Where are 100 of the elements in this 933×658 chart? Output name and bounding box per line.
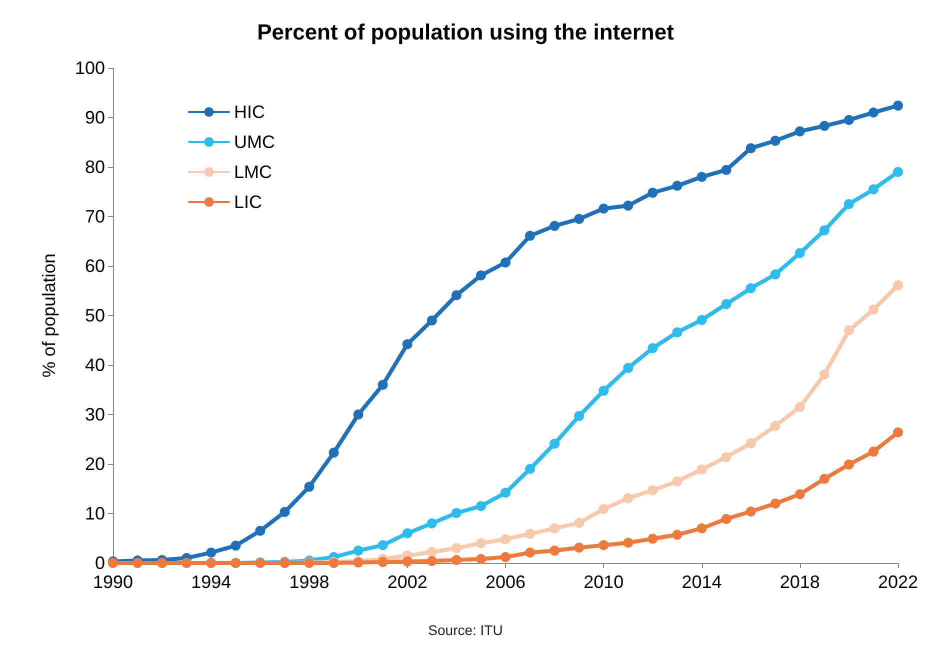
y-tick-label: 100 [74, 58, 105, 78]
point [696, 464, 707, 474]
point [206, 548, 216, 558]
point [623, 493, 634, 504]
point [328, 448, 339, 458]
point [819, 369, 830, 380]
point [844, 459, 854, 470]
legend-label: LMC [234, 162, 272, 182]
point [696, 172, 707, 182]
point [746, 283, 756, 294]
point [794, 248, 805, 258]
point [426, 556, 437, 566]
point [794, 402, 805, 412]
point [721, 299, 732, 310]
point [402, 528, 412, 538]
point [550, 523, 560, 534]
point [819, 120, 830, 131]
x-tick-label: 2006 [485, 572, 526, 592]
point [844, 114, 854, 125]
point [794, 126, 805, 136]
x-tick-label: 1994 [191, 572, 232, 592]
point [476, 538, 486, 548]
point [426, 315, 437, 326]
point [476, 270, 486, 280]
point [500, 552, 510, 562]
point [844, 325, 854, 336]
point [893, 100, 903, 111]
point [574, 214, 584, 224]
point [402, 339, 412, 350]
point [525, 230, 536, 241]
point [844, 199, 854, 210]
point [550, 438, 560, 449]
point [623, 362, 634, 373]
point [672, 180, 682, 191]
point [770, 269, 780, 280]
point [451, 543, 462, 554]
point [255, 526, 266, 536]
y-tick-label: 20 [84, 454, 105, 474]
legend-label: UMC [234, 132, 275, 152]
point [451, 555, 462, 566]
point [672, 327, 682, 338]
point [426, 518, 437, 528]
point [353, 546, 364, 556]
y-axis-title: % of population [39, 253, 59, 378]
point [868, 304, 878, 315]
point [623, 200, 634, 211]
y-tick-label: 80 [84, 157, 105, 177]
point [525, 528, 536, 539]
point [746, 438, 756, 448]
point [648, 534, 658, 544]
point [623, 538, 634, 548]
point [672, 530, 682, 540]
x-tick-label: 1990 [92, 572, 134, 592]
point [893, 166, 903, 177]
y-tick-label: 50 [84, 306, 105, 326]
point [868, 184, 878, 194]
point [868, 446, 878, 457]
point [500, 258, 510, 268]
point [574, 542, 584, 553]
x-tick-label: 2014 [682, 572, 722, 592]
point [574, 518, 584, 528]
chart-title: Percent of population using the internet [257, 20, 675, 44]
point [893, 280, 903, 290]
y-tick-label: 30 [84, 404, 105, 424]
point [598, 386, 609, 396]
point [378, 557, 388, 568]
x-tick-label: 2010 [584, 572, 624, 592]
legend-label: HIC [234, 102, 265, 122]
point [402, 556, 412, 567]
point [794, 489, 805, 500]
point [648, 188, 658, 198]
point [500, 488, 510, 498]
point [476, 501, 486, 512]
y-tick-label: 10 [84, 504, 105, 524]
point [721, 452, 732, 462]
point [378, 540, 388, 550]
point [280, 507, 290, 518]
point [868, 108, 878, 118]
y-tick-label: 60 [84, 256, 105, 276]
point [525, 548, 536, 558]
point [648, 485, 658, 496]
point [672, 476, 682, 486]
point [648, 343, 658, 354]
x-tick-label: 2018 [780, 572, 820, 592]
point [230, 540, 241, 551]
point [819, 474, 830, 484]
point [746, 143, 756, 154]
point [353, 410, 364, 420]
point [476, 554, 486, 564]
point [525, 464, 536, 474]
point [598, 204, 609, 214]
source-note: Source: ITU [428, 622, 503, 638]
point [304, 482, 314, 492]
point [770, 420, 780, 431]
point [451, 290, 462, 300]
point [598, 504, 609, 514]
y-tick-label: 40 [84, 355, 105, 375]
point [721, 514, 732, 524]
point [746, 506, 756, 517]
point [770, 498, 780, 509]
